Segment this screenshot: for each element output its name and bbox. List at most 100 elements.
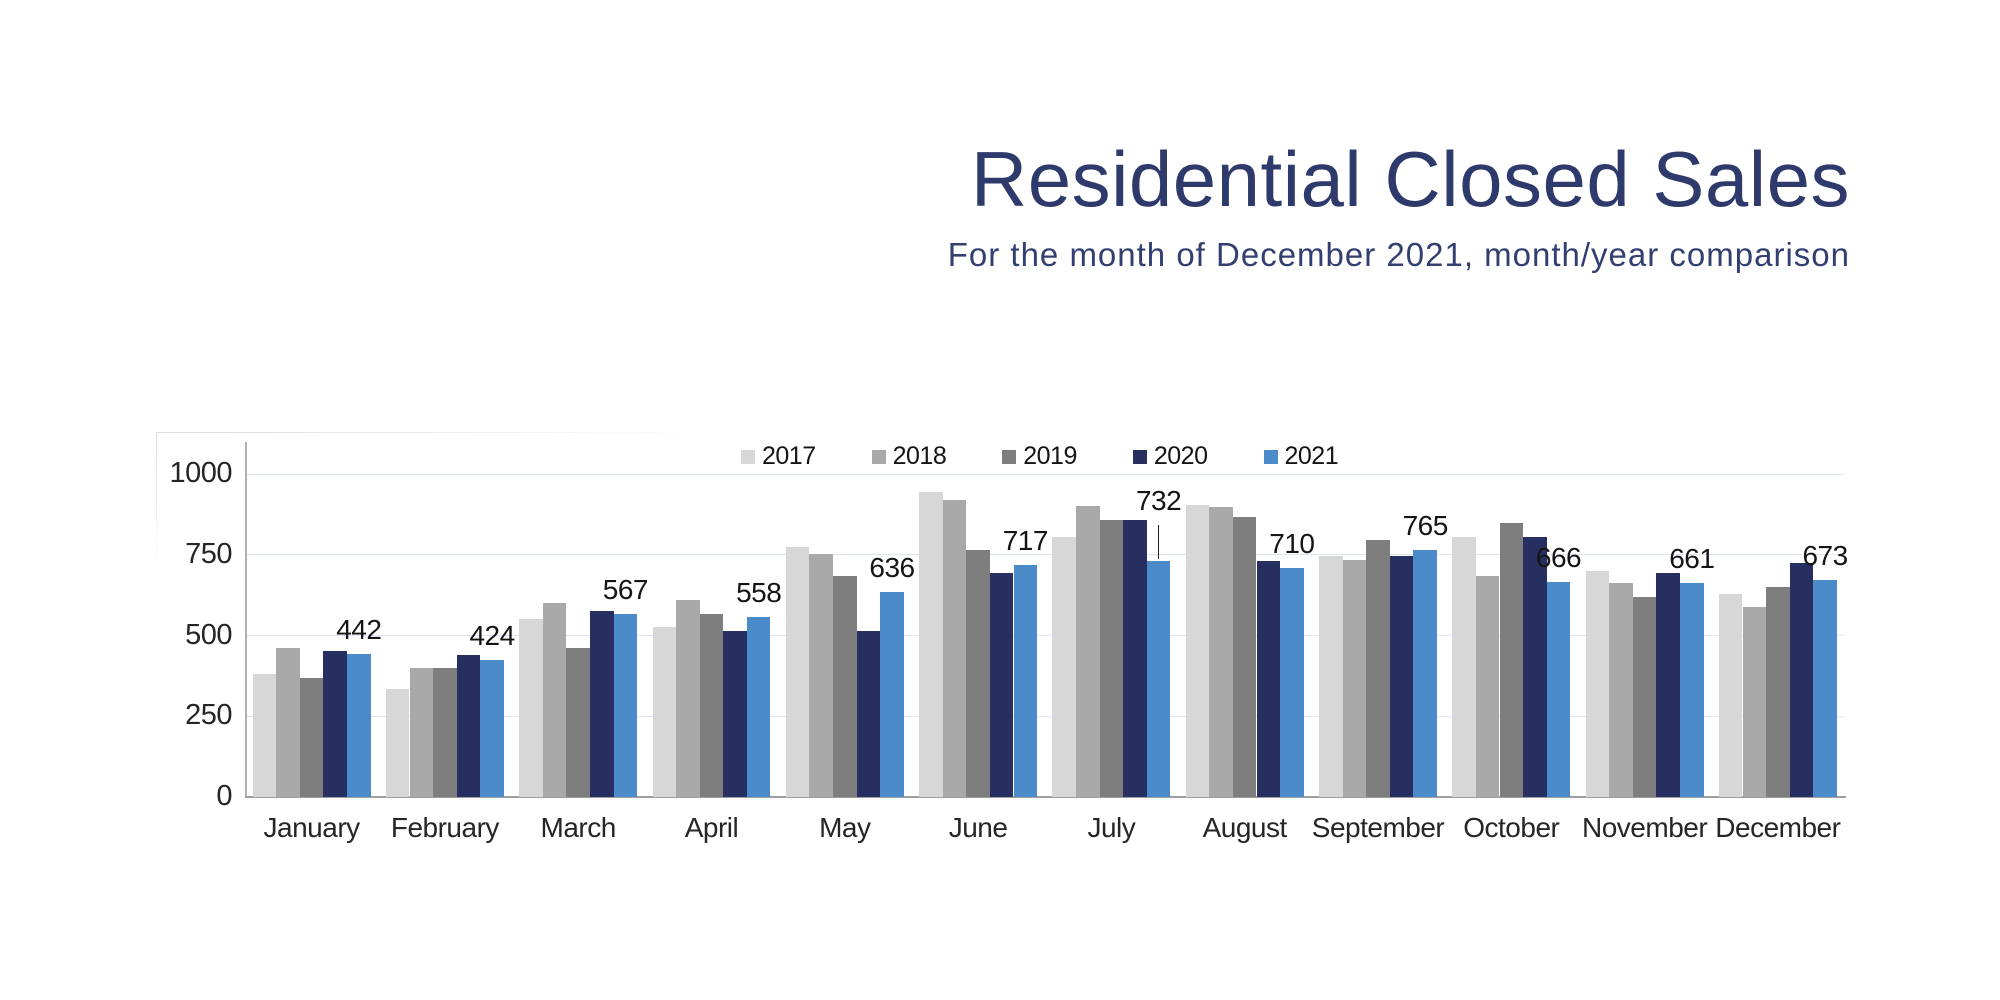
data-label-april: 558 xyxy=(736,576,782,608)
bar-2017-march xyxy=(519,618,543,797)
y-gridline-1000 xyxy=(245,473,1844,475)
bar-2019-december xyxy=(1766,587,1790,797)
x-axis-label-january: January xyxy=(263,812,361,843)
data-label-march: 567 xyxy=(602,573,649,605)
bar-2019-september xyxy=(1366,539,1390,797)
data-label-december: 673 xyxy=(1802,539,1848,571)
bar-2017-april xyxy=(652,627,677,797)
x-axis-label-august: August xyxy=(1202,812,1288,843)
legend-swatch-2021 xyxy=(1263,449,1278,464)
legend-swatch-2020 xyxy=(1132,449,1147,464)
bar-2020-september xyxy=(1389,555,1414,797)
legend-swatch-2017 xyxy=(741,449,755,464)
data-label-january: 442 xyxy=(336,614,382,646)
bar-2020-april xyxy=(723,630,747,797)
bar-2021-march xyxy=(613,613,638,797)
bar-2019-may xyxy=(833,576,857,797)
x-axis-label-april: April xyxy=(684,812,739,843)
bar-2018-september xyxy=(1342,560,1367,797)
bar-2020-august xyxy=(1256,560,1281,797)
x-axis-line xyxy=(245,796,1846,798)
legend-label-2019: 2019 xyxy=(1023,442,1077,470)
bar-2021-september xyxy=(1413,549,1437,797)
bar-2018-may xyxy=(809,554,833,797)
bar-2019-august xyxy=(1232,516,1257,797)
bar-2019-february xyxy=(433,668,457,797)
bar-2020-october xyxy=(1523,536,1547,797)
data-label-september: 765 xyxy=(1402,509,1449,541)
bar-2021-july xyxy=(1146,560,1171,797)
bar-2021-june xyxy=(1013,565,1038,797)
bar-2019-march xyxy=(566,647,590,797)
bar-2017-november xyxy=(1585,570,1610,797)
bar-2018-june xyxy=(942,500,967,797)
bar-2020-february xyxy=(456,654,481,797)
bar-2017-october xyxy=(1452,536,1476,797)
bar-2020-november xyxy=(1656,573,1680,797)
x-axis-label-september: September xyxy=(1311,812,1445,843)
bar-2018-july xyxy=(1076,506,1100,797)
bar-2017-february xyxy=(385,688,410,797)
bar-2018-august xyxy=(1209,506,1233,797)
legend-item-2021: 2021 xyxy=(1263,442,1339,470)
data-label-november: 661 xyxy=(1669,543,1715,575)
x-axis-label-june: June xyxy=(948,812,1008,843)
chart-frame-edge-top xyxy=(156,432,716,433)
y-tick-label-250: 250 xyxy=(185,699,232,732)
bar-2017-may xyxy=(785,546,810,797)
bar-2021-may xyxy=(880,591,904,797)
bar-2019-april xyxy=(699,613,724,797)
bar-2021-february xyxy=(480,660,504,797)
legend-swatch-2019 xyxy=(1002,449,1017,464)
bar-2020-january xyxy=(323,651,347,797)
chart-frame-edge-left xyxy=(156,432,157,572)
data-label-july: 732 xyxy=(1135,484,1182,516)
x-axis-label-may: May xyxy=(819,812,871,843)
legend-swatch-2018 xyxy=(871,449,886,464)
data-label-june: 717 xyxy=(1002,525,1049,557)
data-label-february: 424 xyxy=(469,620,515,652)
bar-2017-august xyxy=(1185,505,1210,797)
y-tick-label-1000: 1000 xyxy=(169,457,232,489)
y-axis-line xyxy=(245,442,247,797)
bar-2020-may xyxy=(856,630,881,797)
bar-2021-november xyxy=(1680,583,1704,797)
x-axis-label-december: December xyxy=(1715,812,1841,843)
legend-label-2021: 2021 xyxy=(1284,442,1339,470)
bar-2021-january xyxy=(347,654,371,797)
bar-2018-february xyxy=(409,667,434,797)
legend-item-2020: 2020 xyxy=(1132,442,1208,470)
bar-2019-june xyxy=(966,549,990,797)
bar-2018-october xyxy=(1475,576,1500,797)
bar-2020-july xyxy=(1123,519,1147,797)
bar-2018-march xyxy=(542,603,567,797)
bar-2017-september xyxy=(1319,556,1343,797)
bar-2019-november xyxy=(1632,597,1657,797)
bar-2017-june xyxy=(919,492,943,797)
chart-subtitle: For the month of December 2021, month/ye… xyxy=(947,236,1850,273)
legend-label-2018: 2018 xyxy=(892,442,947,470)
bar-2019-october xyxy=(1499,523,1524,797)
bar-2018-december xyxy=(1742,607,1767,797)
x-axis-label-february: February xyxy=(390,812,500,843)
x-axis-label-march: March xyxy=(540,812,617,843)
legend-label-2020: 2020 xyxy=(1153,442,1208,470)
x-axis-label-november: November xyxy=(1582,812,1708,843)
chart-title: Residential Closed Sales xyxy=(970,135,1850,223)
bar-2018-november xyxy=(1609,583,1633,797)
bar-2020-june xyxy=(989,573,1014,797)
legend-label-2017: 2017 xyxy=(762,442,816,470)
chart-legend: 2017 2018 2019 2020 2021 xyxy=(741,442,1339,470)
legend-item-2019: 2019 xyxy=(1002,444,1077,469)
x-axis-label-october: October xyxy=(1463,812,1560,843)
y-tick-label-0: 0 xyxy=(216,780,232,812)
bar-2017-january xyxy=(252,674,277,797)
legend-item-2018: 2018 xyxy=(871,442,947,470)
legend-item-2017: 2017 xyxy=(741,444,816,469)
bar-2021-august xyxy=(1280,567,1304,797)
y-gridline-500 xyxy=(245,635,1844,636)
bar-2018-january xyxy=(276,648,300,797)
bar-2021-october xyxy=(1546,581,1571,797)
bar-2019-july xyxy=(1099,519,1124,797)
